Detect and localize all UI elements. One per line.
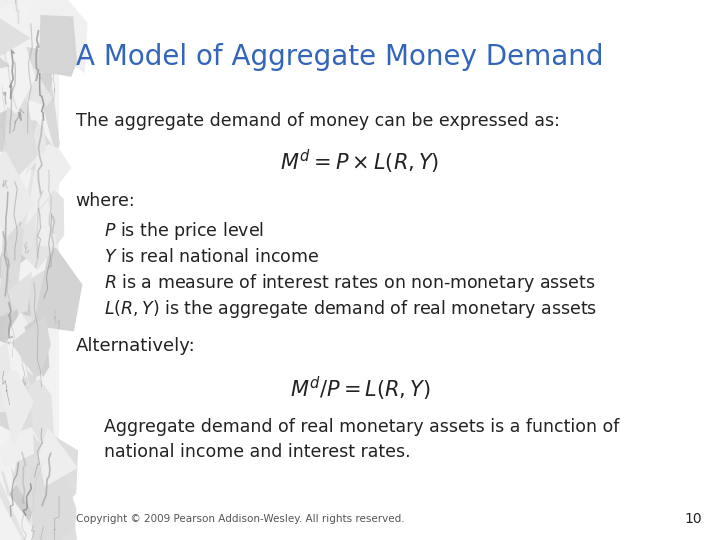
Text: $Y$ is real national income: $Y$ is real national income — [104, 248, 320, 266]
Polygon shape — [3, 267, 19, 293]
Polygon shape — [12, 315, 51, 378]
Polygon shape — [8, 25, 53, 106]
Polygon shape — [12, 438, 40, 483]
Polygon shape — [30, 464, 76, 540]
Polygon shape — [0, 342, 16, 411]
Polygon shape — [24, 329, 42, 406]
Polygon shape — [0, 0, 31, 65]
Polygon shape — [0, 242, 36, 286]
Polygon shape — [1, 37, 13, 59]
Polygon shape — [0, 467, 27, 540]
Polygon shape — [5, 166, 19, 201]
Polygon shape — [13, 418, 78, 529]
Polygon shape — [0, 285, 46, 350]
Polygon shape — [24, 0, 88, 73]
Polygon shape — [32, 66, 53, 102]
Polygon shape — [24, 319, 50, 377]
Polygon shape — [33, 177, 52, 196]
Polygon shape — [5, 312, 42, 347]
Polygon shape — [39, 15, 77, 77]
Polygon shape — [2, 312, 12, 341]
Text: $L(R, Y)$ is the aggregate demand of real monetary assets: $L(R, Y)$ is the aggregate demand of rea… — [104, 298, 598, 320]
Polygon shape — [40, 20, 52, 45]
Polygon shape — [0, 413, 34, 467]
Polygon shape — [24, 489, 46, 532]
Polygon shape — [35, 200, 57, 248]
Polygon shape — [0, 370, 34, 448]
Polygon shape — [0, 104, 23, 153]
Polygon shape — [9, 120, 56, 202]
Text: Alternatively:: Alternatively: — [76, 336, 195, 355]
Polygon shape — [0, 210, 24, 316]
Polygon shape — [33, 240, 82, 332]
Polygon shape — [0, 4, 35, 114]
Text: Aggregate demand of real monetary assets is a function of: Aggregate demand of real monetary assets… — [104, 417, 620, 436]
Polygon shape — [9, 376, 33, 432]
Polygon shape — [14, 263, 56, 376]
Polygon shape — [32, 452, 63, 497]
Polygon shape — [33, 484, 77, 540]
Polygon shape — [1, 471, 9, 497]
Polygon shape — [0, 55, 10, 70]
Text: national income and interest rates.: national income and interest rates. — [104, 443, 411, 461]
Text: 10: 10 — [685, 512, 702, 526]
Polygon shape — [25, 144, 50, 177]
Polygon shape — [6, 216, 30, 240]
Text: $R$ is a measure of interest rates on non-monetary assets: $R$ is a measure of interest rates on no… — [104, 272, 596, 294]
Polygon shape — [25, 144, 71, 226]
Text: where:: where: — [76, 192, 135, 210]
Polygon shape — [17, 168, 64, 270]
Polygon shape — [0, 89, 38, 195]
Polygon shape — [42, 507, 53, 517]
Text: $P$ is the price level: $P$ is the price level — [104, 220, 264, 242]
Polygon shape — [0, 0, 17, 49]
Polygon shape — [0, 409, 35, 444]
Polygon shape — [12, 320, 46, 334]
Text: $M^d = P \times L(R, Y)$: $M^d = P \times L(R, Y)$ — [280, 148, 440, 176]
Polygon shape — [0, 301, 19, 345]
Text: $M^d/P = L(R, Y)$: $M^d/P = L(R, Y)$ — [289, 375, 431, 403]
Polygon shape — [27, 47, 60, 154]
Text: Copyright © 2009 Pearson Addison-Wesley. All rights reserved.: Copyright © 2009 Pearson Addison-Wesley.… — [76, 515, 404, 524]
Polygon shape — [22, 284, 31, 316]
Polygon shape — [30, 124, 47, 154]
Polygon shape — [9, 485, 32, 522]
Polygon shape — [14, 382, 47, 442]
Polygon shape — [26, 444, 68, 532]
Text: The aggregate demand of money can be expressed as:: The aggregate demand of money can be exp… — [76, 112, 559, 131]
Polygon shape — [14, 379, 54, 453]
Text: A Model of Aggregate Money Demand: A Model of Aggregate Money Demand — [76, 43, 603, 71]
Polygon shape — [0, 151, 35, 240]
Polygon shape — [27, 352, 38, 376]
Polygon shape — [8, 272, 32, 313]
Polygon shape — [38, 428, 78, 487]
Polygon shape — [11, 467, 15, 489]
Bar — [0, 0, 59, 540]
